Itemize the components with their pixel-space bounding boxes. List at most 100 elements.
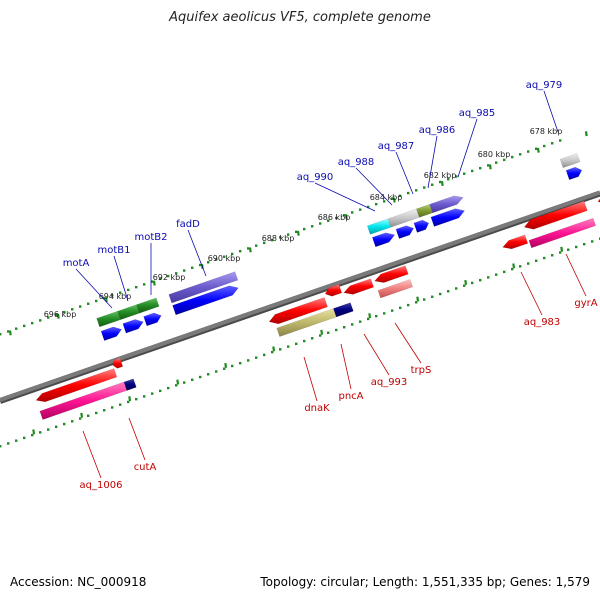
outer-tick-dot — [319, 222, 322, 225]
outer-tick-dot — [447, 178, 450, 181]
bottom-label-leader — [128, 417, 146, 461]
bottom-label-leader — [520, 271, 543, 316]
top-label-leader — [113, 255, 129, 302]
outer-tick-dot — [47, 316, 50, 319]
inner-tick-dot — [55, 425, 58, 429]
inner-tick-dot — [119, 403, 122, 406]
kbp-tick-label: 680 kbp — [478, 150, 511, 159]
outer-tick-dot — [175, 272, 178, 275]
inner-tick-dot — [231, 364, 234, 368]
inner-tick-dot — [575, 245, 578, 249]
inner-tick-dot — [15, 439, 18, 442]
inner-tick-dot — [367, 317, 370, 321]
inner-tick-dot — [247, 359, 250, 362]
inner-tick-dot — [175, 384, 178, 387]
inner-tick-dot — [111, 406, 114, 409]
aq_983-gene-arrow — [523, 200, 588, 230]
gene-features — [35, 152, 600, 420]
kbp-tick-label: 686 kbp — [318, 213, 351, 222]
outer-tick-dot — [223, 255, 226, 258]
outer-tick-dot — [231, 252, 234, 256]
inner-tick-dot — [543, 256, 546, 260]
inner-tick-dot — [47, 428, 50, 431]
forward-gene-arrow — [172, 285, 239, 316]
top-label-leader — [543, 90, 559, 133]
outer-tick-dot — [383, 200, 386, 203]
inner-tick-dot — [87, 414, 90, 417]
gene-labels: 678 kbp 680 kbp 682 kbp 684 kbp 686 kbp 688 k… — [44, 80, 598, 491]
inner-tick-dot — [183, 381, 186, 384]
outer-tick-dot — [295, 230, 298, 234]
inner-tick-dot — [447, 290, 450, 293]
outer-tick-dot — [167, 274, 170, 278]
outer-tick-dot — [95, 299, 98, 303]
forward-gene-arrow — [430, 208, 466, 227]
inner-tick-dot — [423, 298, 426, 301]
motB2-gene-box — [136, 297, 160, 314]
kbp-tick-label: 696 kbp — [44, 310, 77, 319]
top-label-leader — [314, 182, 376, 212]
outer-tick-dot — [239, 249, 242, 253]
outer-tick-dot — [519, 153, 522, 156]
outer-tick-dot — [543, 144, 546, 148]
outer-tick-dot — [15, 327, 18, 330]
inner-tick-dot — [263, 353, 266, 357]
inner-tick-dot — [151, 392, 154, 395]
outer-tick-major-tick — [536, 147, 540, 153]
outer-tick-major-tick — [8, 330, 12, 336]
outer-tick-dot — [247, 247, 250, 250]
dnaK-gene-arrow — [268, 297, 328, 325]
outer-tick-dot — [415, 189, 418, 192]
gene-label-dnaK: dnaK — [304, 403, 330, 414]
inner-tick-dot — [551, 254, 554, 257]
pncA-gene-arrow — [324, 284, 343, 297]
inner-tick-major-tick — [416, 296, 420, 302]
trpS-gene-box — [377, 279, 414, 299]
genome-summary-text: Topology: circular; Length: 1,551,335 bp… — [260, 575, 590, 589]
gene-label-aq_1006: aq_1006 — [80, 480, 123, 491]
outer-tick-dot — [311, 225, 314, 228]
kbp-tick-label: 684 kbp — [370, 193, 403, 202]
outer-tick-dot — [343, 214, 346, 217]
outer-tick-dot — [375, 202, 378, 206]
inner-tick-dot — [583, 243, 586, 246]
inner-tick-dot — [159, 389, 162, 393]
outer-tick-dot — [103, 297, 106, 300]
gene-label-motA: motA — [63, 258, 90, 269]
inner-tick-dot — [407, 303, 410, 307]
inner-tick-dot — [327, 331, 330, 334]
inner-tick-dot — [359, 320, 362, 323]
gene-label-aq_988: aq_988 — [338, 157, 375, 168]
inner-tick-dot — [487, 276, 490, 279]
outer-tick-dot — [159, 277, 162, 281]
inner-tick-dot — [479, 278, 482, 282]
forward-gene-arrow — [395, 225, 414, 239]
inner-tick-major-tick — [176, 379, 180, 385]
outer-tick-dot — [63, 310, 66, 314]
outer-tick-dot — [551, 142, 554, 145]
inner-tick-dot — [255, 356, 258, 359]
inner-tick-dot — [559, 251, 562, 254]
outer-tick-dot — [471, 169, 474, 173]
inner-tick-dot — [39, 431, 42, 434]
bottom-label-leader — [394, 322, 422, 364]
forward-gene-arrow — [100, 326, 122, 341]
gene-label-aq_983: aq_983 — [524, 317, 561, 328]
outer-tick-dot — [119, 291, 122, 294]
map-title: Aquifex aeolicus VF5, complete genome — [169, 10, 431, 25]
forward-gene-arrow — [122, 319, 144, 334]
outer-tick-dot — [255, 244, 258, 247]
kbp-tick-label: 690 kbp — [208, 254, 241, 263]
outer-tick-major-tick — [56, 313, 60, 319]
gene-label-aq_987: aq_987 — [378, 141, 415, 152]
inner-tick-dot — [527, 262, 530, 265]
inner-tick-dot — [103, 409, 106, 412]
gyrA-gene-box — [528, 217, 597, 249]
gene-label-trpS: trpS — [411, 365, 432, 376]
kbp-tick-label: 688 kbp — [262, 234, 295, 243]
inner-tick-dot — [95, 411, 98, 415]
inner-tick-dot — [383, 312, 386, 315]
inner-tick-dot — [303, 339, 306, 343]
outer-tick-dot — [199, 263, 202, 267]
